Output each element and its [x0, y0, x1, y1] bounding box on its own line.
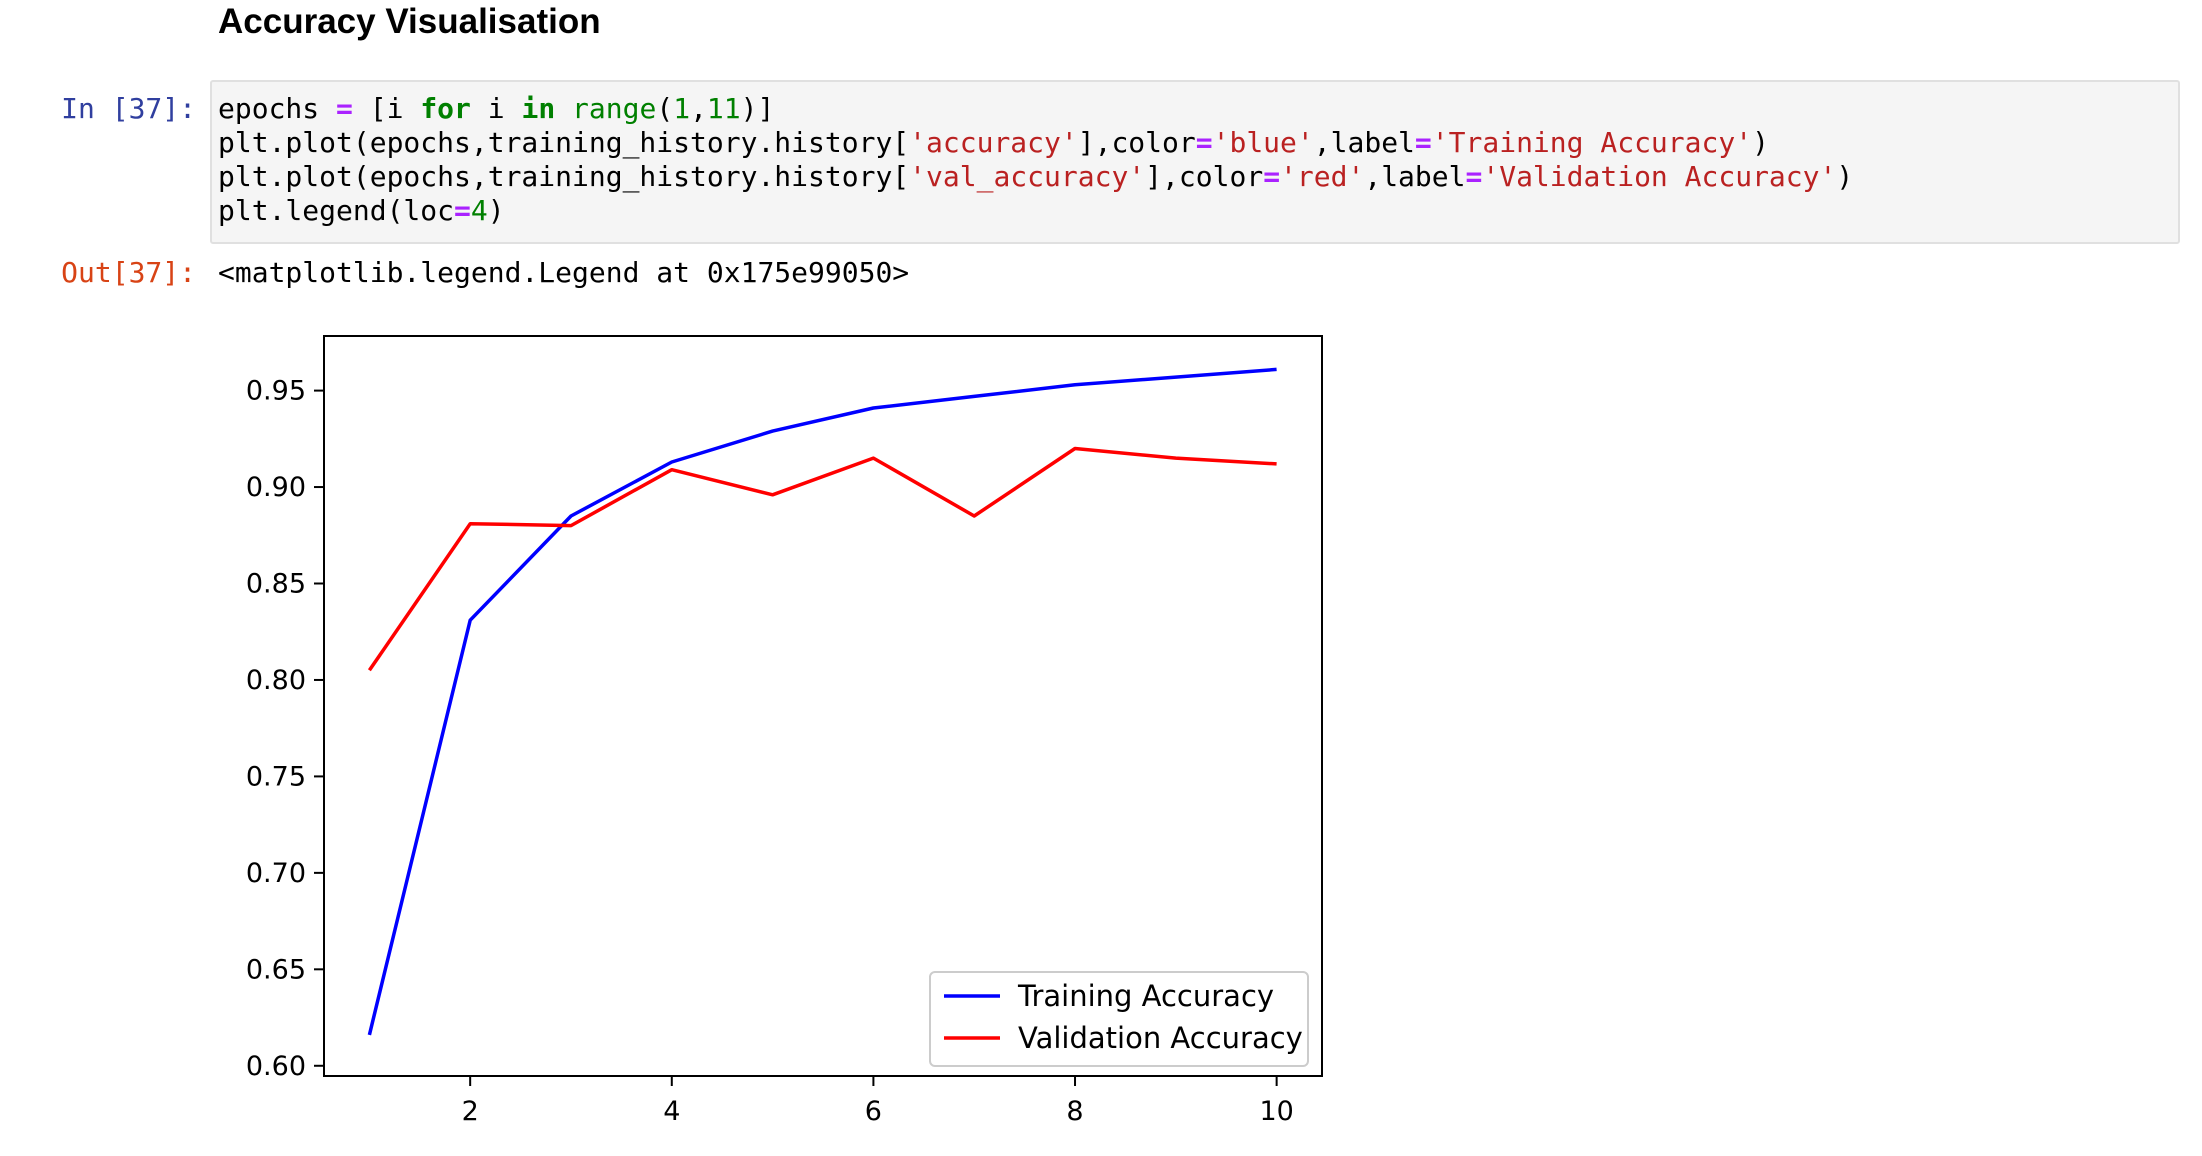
code-line-3: plt.plot(epochs,training_history.history… — [218, 160, 1854, 193]
code-line-2: plt.plot(epochs,training_history.history… — [218, 126, 1769, 159]
y-tick-label: 0.90 — [246, 472, 306, 503]
plot-series — [367, 367, 1277, 1036]
accuracy-chart: 0.60 0.65 0.70 0.75 0.80 0.85 0.90 0.95 2 4 6 8 10 T… — [246, 335, 1323, 1127]
x-tick-label: 4 — [663, 1096, 680, 1127]
y-tick-label: 0.80 — [246, 665, 306, 696]
x-tick-label: 6 — [865, 1096, 882, 1127]
y-tick-label: 0.70 — [246, 858, 306, 889]
y-tick-label: 0.75 — [246, 761, 306, 792]
legend-label: Validation Accuracy — [1018, 1021, 1303, 1055]
series-line-validation — [367, 446, 1277, 672]
series-line-training — [367, 367, 1277, 1036]
x-tick-label: 10 — [1259, 1096, 1293, 1127]
x-tick-label: 8 — [1066, 1096, 1083, 1127]
output-text: <matplotlib.legend.Legend at 0x175e99050… — [218, 256, 910, 289]
x-tick-label: 2 — [462, 1096, 479, 1127]
input-prompt: In [37]: — [61, 92, 196, 125]
code-line-4: plt.legend(loc=4) — [218, 194, 505, 227]
y-tick-label: 0.65 — [246, 954, 306, 985]
output-prompt: Out[37]: — [61, 256, 196, 289]
legend-label: Training Accuracy — [1017, 979, 1274, 1013]
y-tick-label: 0.95 — [246, 376, 306, 407]
code-line-1: epochs = [i for i in range(1,11)] — [218, 92, 775, 125]
markdown-heading: Accuracy Visualisation — [218, 2, 601, 41]
y-tick-label: 0.60 — [246, 1051, 306, 1082]
y-tick-label: 0.85 — [246, 569, 306, 600]
plot-frame — [323, 335, 1323, 1077]
chart-legend: Training Accuracy Validation Accuracy — [929, 971, 1309, 1067]
code-editor[interactable]: epochs = [i for i in range(1,11)] plt.pl… — [218, 92, 1853, 228]
legend-box — [929, 971, 1309, 1067]
code-cell-input[interactable] — [210, 80, 2180, 244]
plot-axes: 0.60 0.65 0.70 0.75 0.80 0.85 0.90 0.95 2 4 6 8 10 — [246, 335, 1323, 1127]
